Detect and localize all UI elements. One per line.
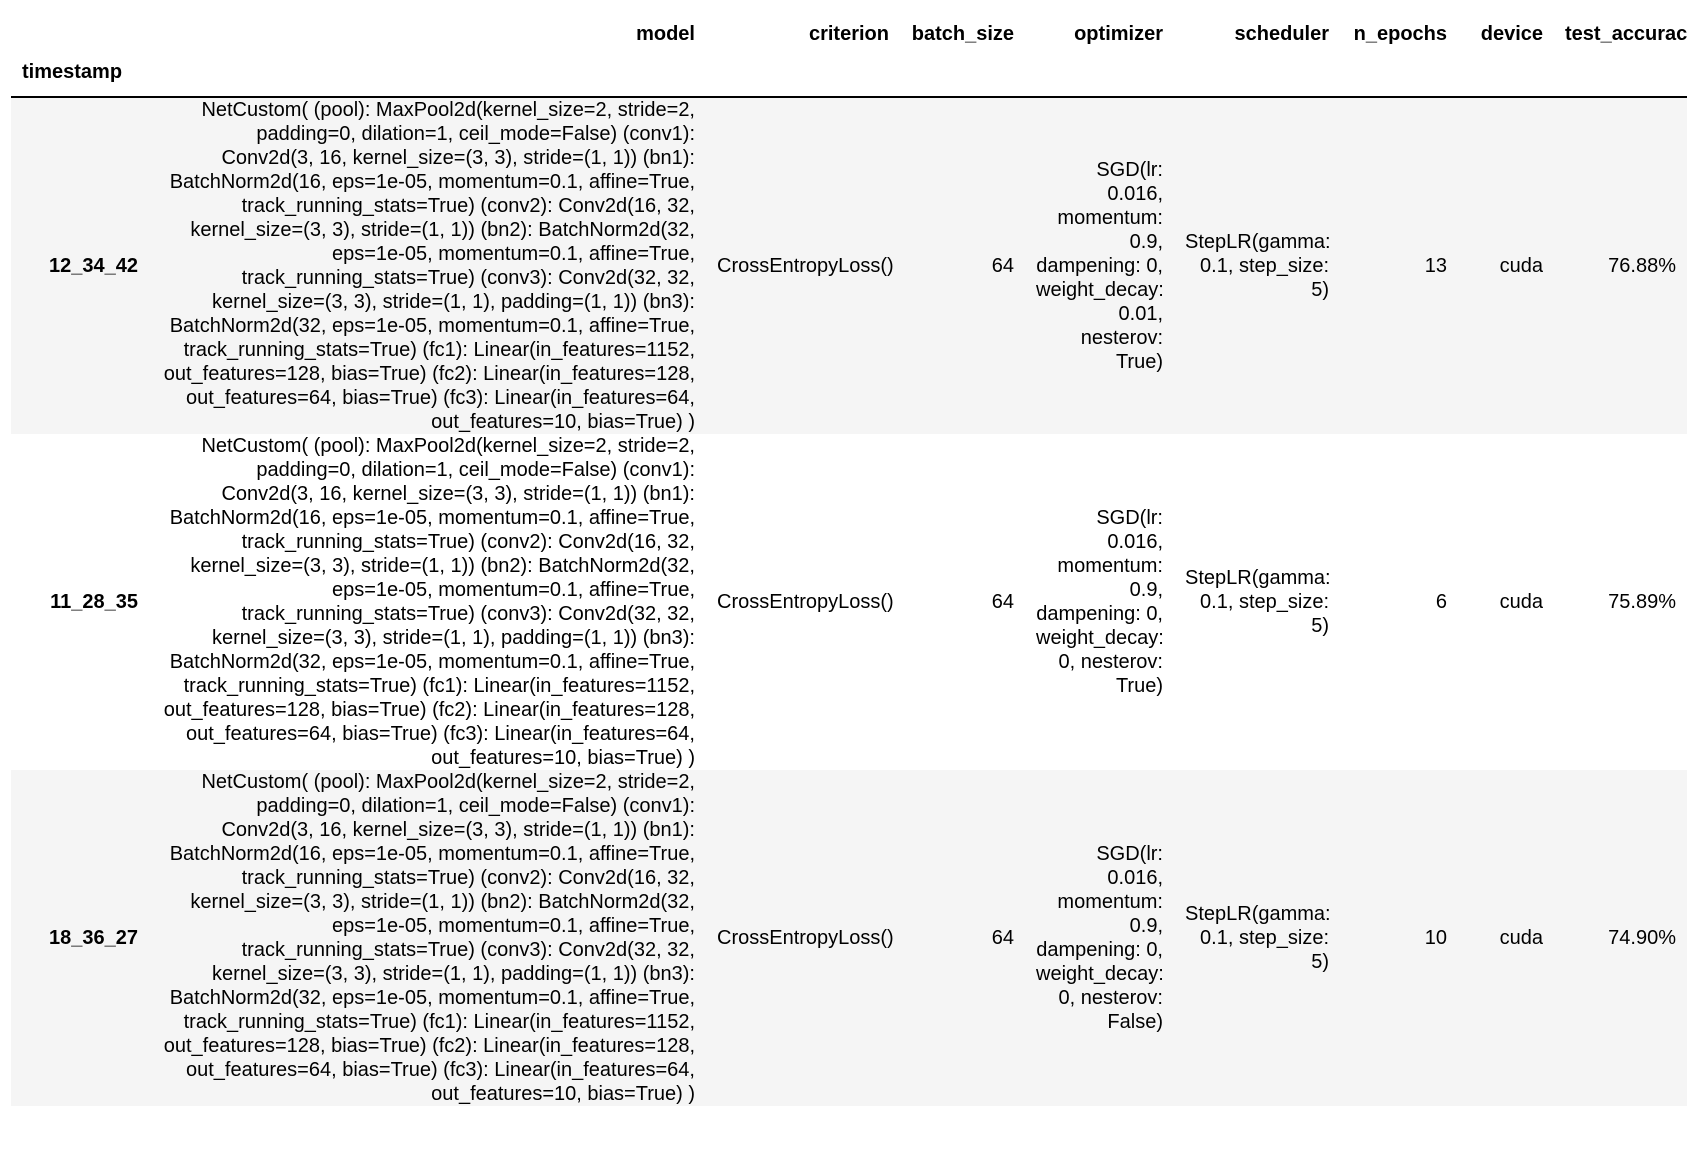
cell-model: NetCustom( (pool): MaxPool2d(kernel_size… xyxy=(163,771,695,1105)
cell-batch-size: 64 xyxy=(991,927,1014,949)
cell-test-accuracy: 74.90% xyxy=(1608,927,1676,949)
column-header-device: device xyxy=(1480,23,1543,45)
column-header-blank xyxy=(11,0,149,46)
cell-model: NetCustom( (pool): MaxPool2d(kernel_size… xyxy=(163,435,695,769)
column-header-scheduler: scheduler xyxy=(1234,23,1329,45)
column-header-model: model xyxy=(636,23,695,45)
cell-n-epochs: 10 xyxy=(1424,927,1447,949)
cell-model: NetCustom( (pool): MaxPool2d(kernel_size… xyxy=(163,99,695,433)
cell-device: cuda xyxy=(1499,927,1543,949)
cell-device: cuda xyxy=(1499,591,1543,613)
cell-optimizer: SGD(lr: 0.016, momentum: 0.9, dampening:… xyxy=(1036,507,1164,697)
cell-test-accuracy: 75.89% xyxy=(1608,591,1676,613)
cell-batch-size: 64 xyxy=(991,591,1014,613)
table-row: 18_36_27 NetCustom( (pool): MaxPool2d(ke… xyxy=(11,770,1687,1106)
row-timestamp: 11_28_35 xyxy=(50,591,138,613)
column-header-row: model criterion batch_size optimizer sch… xyxy=(11,0,1687,46)
results-table: model criterion batch_size optimizer sch… xyxy=(11,0,1687,1106)
cell-scheduler: StepLR(gamma: 0.1, step_size: 5) xyxy=(1185,231,1331,301)
cell-n-epochs: 13 xyxy=(1424,255,1447,277)
cell-device: cuda xyxy=(1499,255,1543,277)
cell-scheduler: StepLR(gamma: 0.1, step_size: 5) xyxy=(1185,567,1331,637)
column-header-n-epochs: n_epochs xyxy=(1353,23,1447,45)
index-name: timestamp xyxy=(22,61,123,83)
cell-test-accuracy: 76.88% xyxy=(1608,255,1676,277)
column-header-batch-size: batch_size xyxy=(911,23,1014,45)
cell-n-epochs: 6 xyxy=(1435,591,1447,613)
column-header-optimizer: optimizer xyxy=(1074,23,1163,45)
cell-optimizer: SGD(lr: 0.016, momentum: 0.9, dampening:… xyxy=(1036,843,1164,1033)
table-body: 12_34_42 NetCustom( (pool): MaxPool2d(ke… xyxy=(11,97,1687,1106)
cell-criterion: CrossEntropyLoss() xyxy=(717,255,894,277)
row-timestamp: 12_34_42 xyxy=(49,255,138,277)
dataframe-output: model criterion batch_size optimizer sch… xyxy=(11,0,1687,1106)
table-header: model criterion batch_size optimizer sch… xyxy=(11,0,1687,97)
column-header-test-accuracy: test_accuracy xyxy=(1565,23,1687,45)
cell-scheduler: StepLR(gamma: 0.1, step_size: 5) xyxy=(1185,903,1331,973)
index-header-row: timestamp xyxy=(11,46,1687,97)
cell-batch-size: 64 xyxy=(991,255,1014,277)
cell-optimizer: SGD(lr: 0.016, momentum: 0.9, dampening:… xyxy=(1036,159,1164,373)
table-row: 12_34_42 NetCustom( (pool): MaxPool2d(ke… xyxy=(11,97,1687,434)
cell-criterion: CrossEntropyLoss() xyxy=(717,927,894,949)
cell-criterion: CrossEntropyLoss() xyxy=(717,591,894,613)
table-row: 11_28_35 NetCustom( (pool): MaxPool2d(ke… xyxy=(11,434,1687,770)
column-header-criterion: criterion xyxy=(808,23,889,45)
row-timestamp: 18_36_27 xyxy=(49,927,138,949)
